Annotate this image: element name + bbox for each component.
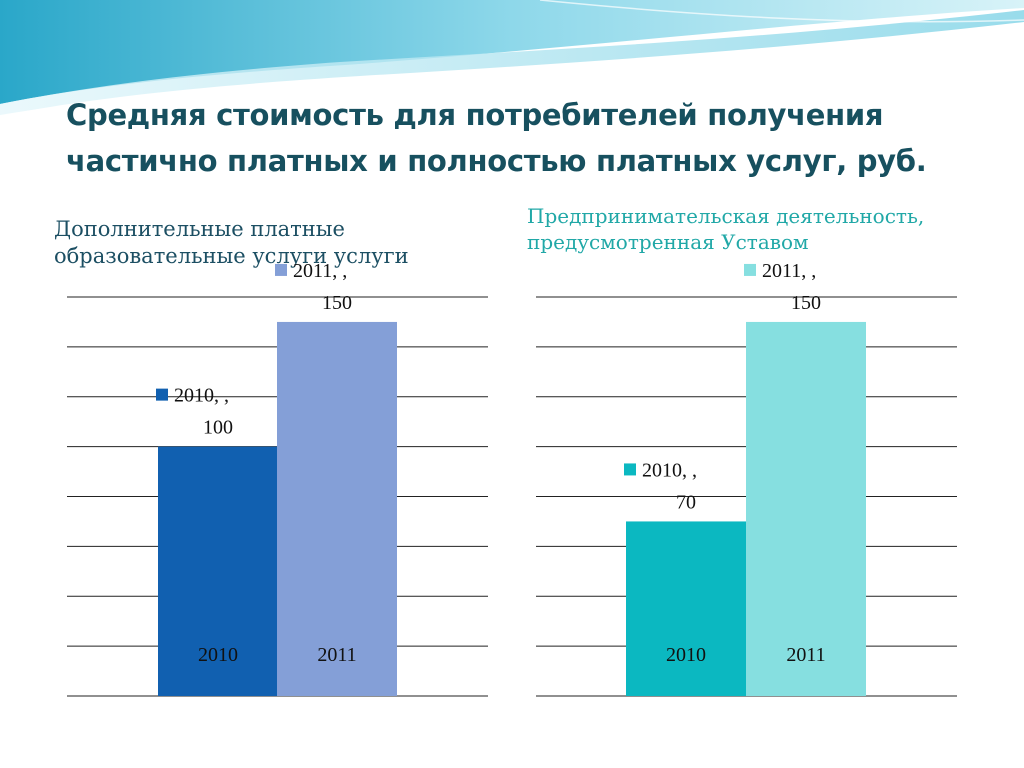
bar-2010 [626,521,746,696]
chart-title-right: Предпринимательская деятельность, предус… [527,204,925,254]
category-label-2010: 2010 [198,644,238,666]
data-label-name-2011: 2011, , [293,260,347,282]
data-label-name-2010: 2010, , [174,385,229,407]
background-waves [0,0,1024,117]
category-label-2010: 2010 [666,644,706,666]
slide-title: Средняя стоимость для потребителей получ… [66,98,927,178]
data-label-swatch-2010 [624,463,636,476]
chart-title-left: Дополнительные платные образовательные у… [54,217,409,268]
category-label-2011: 2011 [786,644,825,666]
bar-2011 [277,321,397,696]
data-label-value-2010: 100 [203,417,233,439]
data-label-value-2011: 150 [791,292,821,314]
data-label-swatch-2011 [275,263,287,276]
data-label-name-2010: 2010, , [642,459,697,481]
bar-2010 [158,446,278,696]
category-label-2011: 2011 [317,644,356,666]
bar-2011 [746,321,866,696]
data-label-swatch-2010 [156,388,168,401]
data-label-swatch-2011 [744,263,756,276]
data-label-value-2010: 70 [676,491,696,513]
data-label-value-2011: 150 [322,292,352,314]
data-label-name-2011: 2011, , [762,260,816,282]
